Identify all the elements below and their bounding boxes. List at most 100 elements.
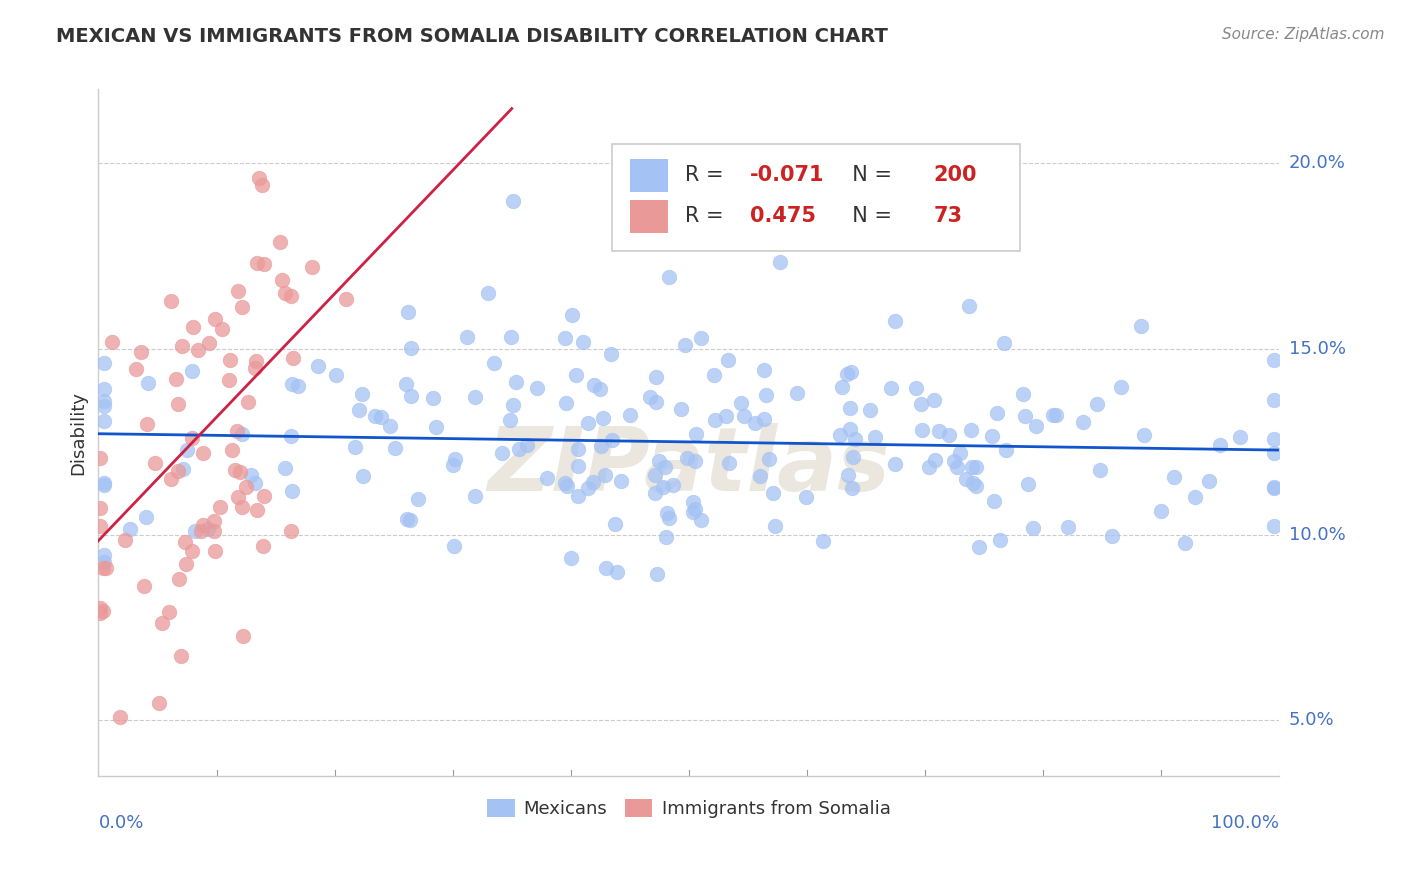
- Point: [456, 330, 478, 344]
- Point: [243, 476, 266, 491]
- Point: [938, 428, 960, 442]
- Point: [595, 561, 617, 575]
- Point: [835, 367, 858, 381]
- Point: [422, 391, 444, 405]
- Point: [1198, 475, 1220, 489]
- Point: [883, 457, 905, 471]
- Point: [995, 443, 1018, 458]
- Point: [170, 649, 193, 664]
- Point: [942, 454, 965, 468]
- Point: [762, 486, 785, 500]
- Point: [955, 472, 977, 486]
- Point: [231, 500, 253, 514]
- Point: [657, 270, 679, 285]
- Point: [685, 427, 707, 442]
- Point: [384, 442, 406, 456]
- Point: [654, 530, 676, 544]
- Point: [609, 474, 631, 488]
- Point: [1263, 352, 1285, 367]
- Point: [959, 423, 981, 437]
- Point: [135, 417, 157, 432]
- Point: [280, 524, 302, 538]
- Point: [592, 410, 614, 425]
- Point: [167, 464, 190, 478]
- Point: [143, 457, 166, 471]
- Point: [993, 335, 1015, 350]
- Point: [831, 380, 853, 394]
- Point: [124, 362, 146, 376]
- Point: [172, 338, 194, 352]
- Point: [744, 416, 766, 430]
- Point: [240, 468, 263, 483]
- Point: [269, 235, 291, 250]
- Point: [501, 330, 523, 344]
- Point: [270, 273, 292, 287]
- Point: [343, 440, 366, 454]
- Point: [904, 381, 927, 395]
- Text: R =: R =: [685, 165, 731, 185]
- Point: [190, 524, 212, 538]
- Point: [983, 493, 1005, 508]
- Point: [502, 194, 524, 208]
- Point: [988, 533, 1011, 548]
- Point: [243, 361, 266, 376]
- Point: [187, 343, 209, 357]
- Point: [1184, 490, 1206, 504]
- Point: [482, 356, 505, 370]
- Point: [1163, 469, 1185, 483]
- Point: [1045, 408, 1067, 422]
- Point: [962, 476, 984, 491]
- Point: [100, 335, 122, 350]
- Point: [1229, 430, 1251, 444]
- Point: [204, 524, 226, 538]
- Point: [957, 299, 980, 313]
- Point: [571, 334, 593, 349]
- Point: [703, 368, 725, 383]
- Point: [91, 561, 114, 575]
- Point: [838, 401, 860, 415]
- Point: [564, 368, 586, 383]
- Point: [682, 495, 704, 509]
- Point: [560, 550, 582, 565]
- Point: [464, 390, 486, 404]
- Point: [281, 484, 304, 499]
- Point: [93, 414, 115, 428]
- Point: [274, 460, 297, 475]
- Point: [226, 424, 249, 438]
- Point: [287, 379, 309, 393]
- Point: [253, 257, 276, 271]
- Point: [235, 480, 257, 494]
- Point: [685, 501, 707, 516]
- Point: [160, 293, 183, 308]
- Point: [347, 402, 370, 417]
- Point: [491, 446, 513, 460]
- FancyBboxPatch shape: [612, 145, 1019, 251]
- Point: [129, 344, 152, 359]
- Point: [669, 401, 692, 416]
- Point: [1088, 463, 1111, 477]
- Point: [211, 322, 233, 336]
- Point: [690, 331, 713, 345]
- Point: [749, 468, 772, 483]
- Point: [221, 442, 243, 457]
- Point: [536, 470, 558, 484]
- Point: [769, 255, 792, 269]
- Point: [966, 479, 988, 493]
- Point: [325, 368, 347, 382]
- Point: [231, 427, 253, 442]
- Point: [567, 442, 589, 456]
- Point: [865, 430, 887, 444]
- Point: [786, 385, 808, 400]
- Point: [1109, 380, 1132, 394]
- Point: [204, 544, 226, 558]
- Point: [176, 442, 198, 457]
- Point: [582, 475, 605, 489]
- Point: [93, 549, 115, 563]
- Point: [114, 533, 136, 547]
- Point: [1011, 387, 1033, 401]
- Point: [93, 400, 115, 414]
- Text: 0.0%: 0.0%: [98, 814, 143, 832]
- Point: [555, 396, 578, 410]
- Point: [526, 381, 548, 395]
- Point: [1209, 438, 1232, 452]
